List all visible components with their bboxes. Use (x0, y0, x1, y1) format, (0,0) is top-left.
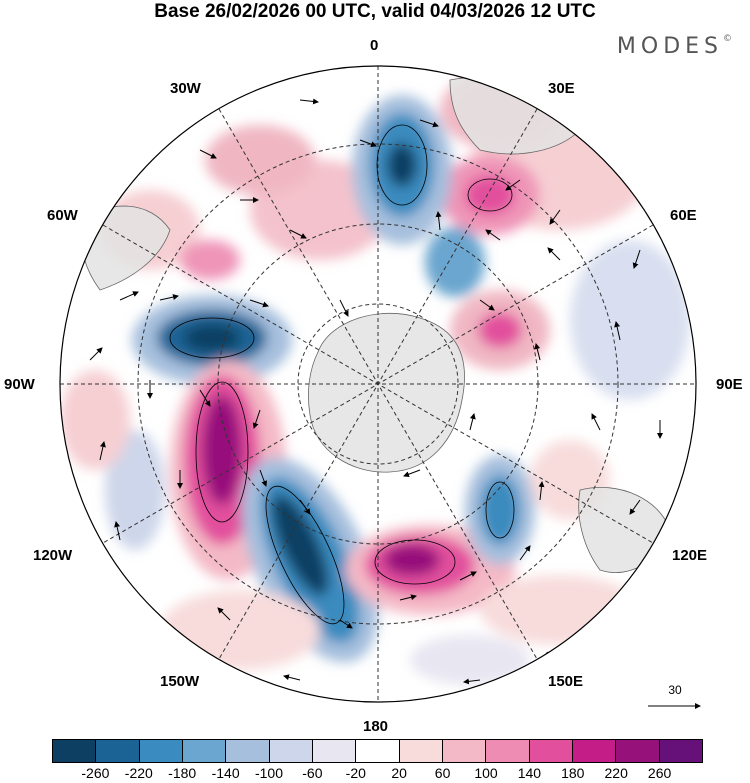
lon-label-120w: 120W (33, 547, 73, 564)
lon-label-120e: 120E (672, 547, 708, 564)
colorbar-swatch (616, 740, 660, 762)
colorbar-swatch (356, 740, 400, 762)
antarctica (308, 312, 465, 473)
lon-label-90w: 90W (4, 376, 35, 393)
colorbar-tick-label: -20 (345, 765, 366, 781)
colorbar-swatch (572, 740, 617, 762)
lon-label-60e: 60E (670, 207, 697, 224)
colorbar-tick-label: 260 (647, 765, 672, 781)
colorbar-swatch (442, 740, 487, 762)
colorbar-tick-label: 60 (434, 765, 451, 781)
lon-label-90e: 90E (716, 376, 743, 393)
brand-name: MODES (616, 34, 723, 59)
lon-label-150w: 150W (160, 673, 200, 690)
colorbar-swatch (269, 740, 313, 762)
lon-label-180: 180 (363, 718, 389, 735)
map-title: Base 26/02/2026 00 UTC, valid 04/03/2026… (154, 1, 596, 22)
colorbar-swatch (96, 740, 140, 762)
lon-label-30w: 30W (170, 80, 201, 97)
colorbar-tick-label: 220 (604, 765, 628, 781)
lon-label-0: 0 (370, 37, 379, 54)
brand-logo: MODES© (617, 34, 732, 59)
colorbar-swatch (226, 740, 270, 762)
colorbar-swatch (399, 740, 443, 762)
colorbar-tick-label: -220 (124, 765, 153, 781)
wind-scale-label: 30 (668, 683, 682, 697)
colorbar-tick-label: 20 (391, 765, 407, 781)
colorbar-swatch (53, 740, 97, 762)
colorbar-tick-label: -100 (254, 765, 284, 781)
lon-label-30e: 30E (548, 80, 575, 97)
colorbar-tick-label: 180 (561, 765, 585, 781)
lon-label-150e: 150E (548, 673, 584, 690)
colorbar-tick-label: -140 (211, 765, 240, 781)
brand-mark: © (723, 34, 732, 44)
colorbar-swatch (659, 740, 702, 762)
graticule (60, 66, 696, 702)
land (79, 77, 671, 573)
colorbar-swatch (139, 740, 183, 762)
colorbar-tick-label: 100 (474, 765, 498, 781)
colorbar-swatch (529, 740, 573, 762)
colorbar-tick-label: 140 (517, 765, 542, 781)
lon-label-60w: 60W (47, 207, 78, 224)
colorbar-tick-label: -260 (81, 765, 110, 781)
colorbar-swatch (486, 740, 530, 762)
colorbar-swatch (182, 740, 227, 762)
contours (169, 124, 515, 625)
colorbar-tick-label: -60 (302, 765, 323, 781)
colorbar (52, 739, 703, 763)
colorbar-swatch (312, 740, 357, 762)
colorbar-tick-label: -180 (168, 765, 197, 781)
map-border (59, 65, 697, 703)
